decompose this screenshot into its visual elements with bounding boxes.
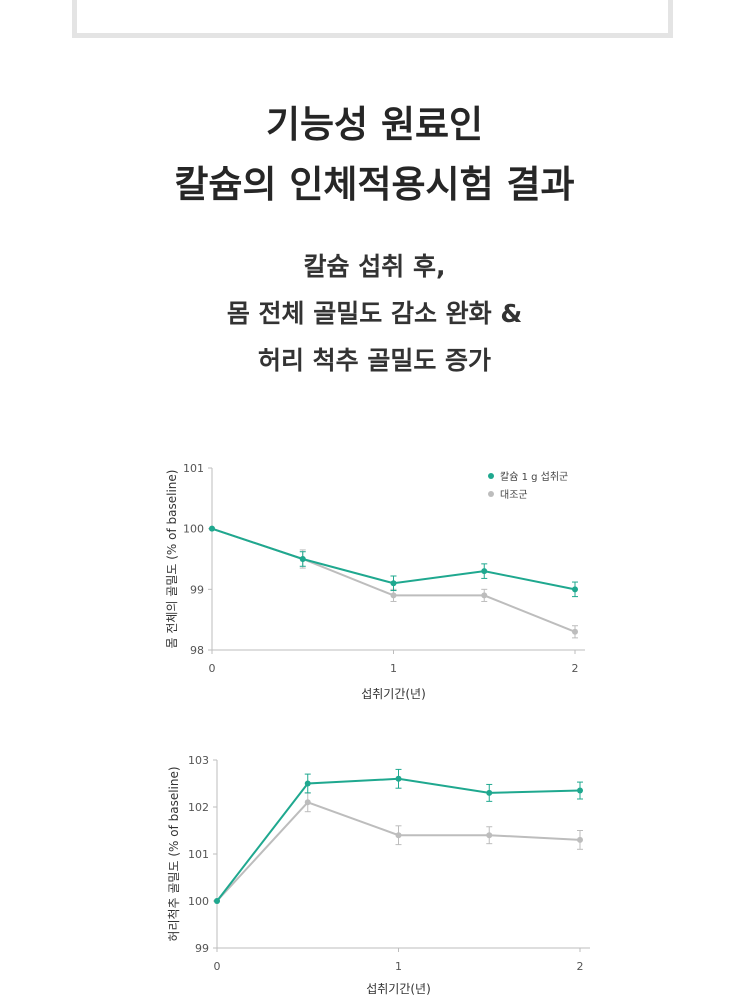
- legend-marker: [488, 473, 494, 479]
- data-point: [577, 787, 583, 794]
- y-tick-label: 100: [188, 895, 209, 908]
- data-point: [390, 592, 397, 599]
- data-point: [481, 568, 488, 575]
- x-tick-label: 0: [209, 662, 216, 675]
- y-tick-label: 98: [190, 644, 204, 657]
- x-tick-label: 0: [214, 960, 221, 973]
- subtitle-line-1: 칼슘 섭취 후,: [303, 252, 446, 281]
- y-tick-label: 101: [188, 848, 209, 861]
- legend-label: 칼슘 1 g 섭취군: [500, 470, 568, 483]
- data-point: [486, 832, 493, 839]
- y-tick-label: 99: [190, 583, 204, 596]
- legend-label: 대조군: [500, 489, 528, 501]
- subtitle-line-2: 몸 전체 골밀도 감소 완화 &: [226, 299, 523, 328]
- legend-marker: [488, 491, 494, 497]
- x-axis-title: 섭취기간(년): [361, 687, 426, 701]
- series-line: [216, 801, 581, 902]
- y-tick-label: 100: [183, 523, 204, 536]
- y-tick-label: 102: [188, 801, 209, 814]
- y-axis-title: 몸 전체의 골밀도 (% of baseline): [165, 470, 179, 649]
- y-tick-label: 101: [183, 462, 204, 475]
- data-point: [304, 780, 311, 787]
- y-tick-label: 99: [195, 942, 209, 955]
- headline-line-2: 칼슘의 인체적용시험 결과: [174, 163, 575, 206]
- x-tick-label: 1: [395, 960, 402, 973]
- headline-line-1: 기능성 원료인: [265, 103, 484, 146]
- y-tick-label: 103: [188, 754, 209, 767]
- x-axis-title: 섭취기간(년): [366, 982, 431, 996]
- data-point: [214, 898, 220, 904]
- data-point: [395, 832, 402, 839]
- y-axis-title: 허리척추 골밀도 (% of baseline): [167, 766, 181, 941]
- subtitle-line-3: 허리 척추 골밀도 증가: [257, 346, 492, 375]
- data-point: [395, 775, 402, 782]
- data-point: [390, 580, 397, 587]
- data-point: [209, 525, 215, 532]
- x-tick-label: 1: [390, 662, 397, 675]
- top-banner: [72, 0, 673, 38]
- data-point: [572, 586, 578, 593]
- data-point: [572, 628, 578, 635]
- data-point: [299, 556, 306, 562]
- data-point: [481, 592, 488, 599]
- x-tick-label: 2: [577, 960, 584, 973]
- lumbar-spine-bmd-chart: 99 100 101 102 103 0 1 2 섭취기간(년) 허리척추 골밀도 (% of b…: [167, 754, 590, 996]
- data-point: [304, 799, 311, 806]
- data-point: [486, 789, 493, 796]
- data-point: [577, 836, 583, 843]
- x-tick-label: 2: [572, 662, 579, 675]
